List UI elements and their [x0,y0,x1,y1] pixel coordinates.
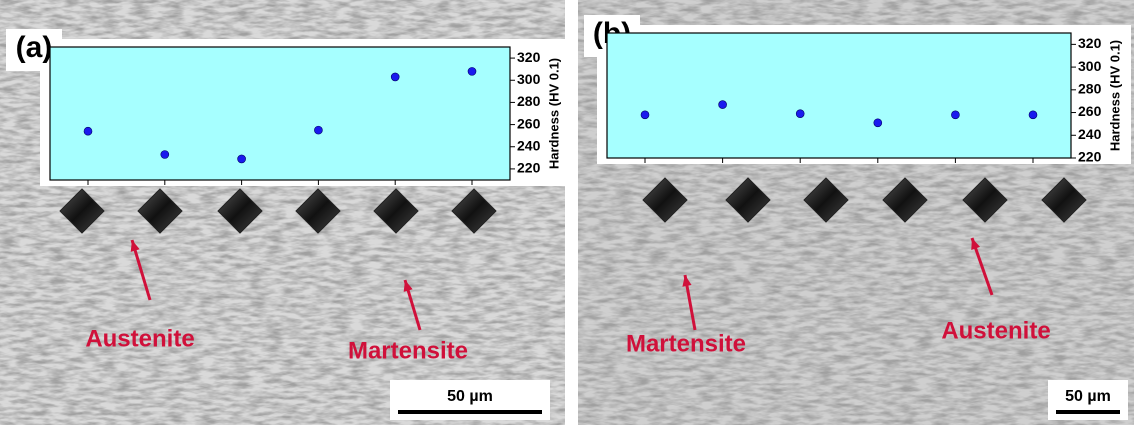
y-tick-label: 320 [1078,35,1102,51]
data-point [391,73,399,81]
y-tick-label: 220 [1078,149,1102,165]
data-point [161,151,169,159]
data-point [719,101,727,109]
panel-label: (a) [16,31,53,64]
annotation: Austenite [85,325,194,352]
annotation: Austenite [941,317,1050,344]
data-point [238,155,246,163]
plot-area [50,47,510,180]
y-axis-label: Hardness (HV 0.1) [1107,40,1122,151]
figure: (a) 220 240 260 280 300 320 Hardness (HV 0.1) Au… [0,0,1134,425]
y-axis-label: Hardness (HV 0.1) [546,58,561,169]
y-tick-label: 320 [517,49,541,65]
scale-bar-label: 50 µm [1065,388,1111,405]
data-point [641,111,649,119]
y-tick-label: 280 [517,93,541,109]
data-point [84,127,92,135]
y-tick-label: 280 [1078,81,1102,97]
data-point [1029,111,1037,119]
annotation: Martensite [626,330,746,357]
data-point [314,126,322,134]
y-tick-label: 260 [1078,103,1102,119]
plot-area [607,33,1071,158]
data-point [951,111,959,119]
y-tick-label: 240 [1078,126,1102,142]
data-point [796,110,804,118]
y-tick-label: 300 [1078,58,1102,74]
scale-bar-label: 50 µm [447,388,493,405]
data-point [468,67,476,75]
y-tick-label: 240 [517,137,541,153]
data-point [874,119,882,127]
y-tick-label: 300 [517,71,541,87]
y-tick-label: 260 [517,115,541,131]
annotation: Martensite [348,337,468,364]
y-tick-label: 220 [517,160,541,176]
